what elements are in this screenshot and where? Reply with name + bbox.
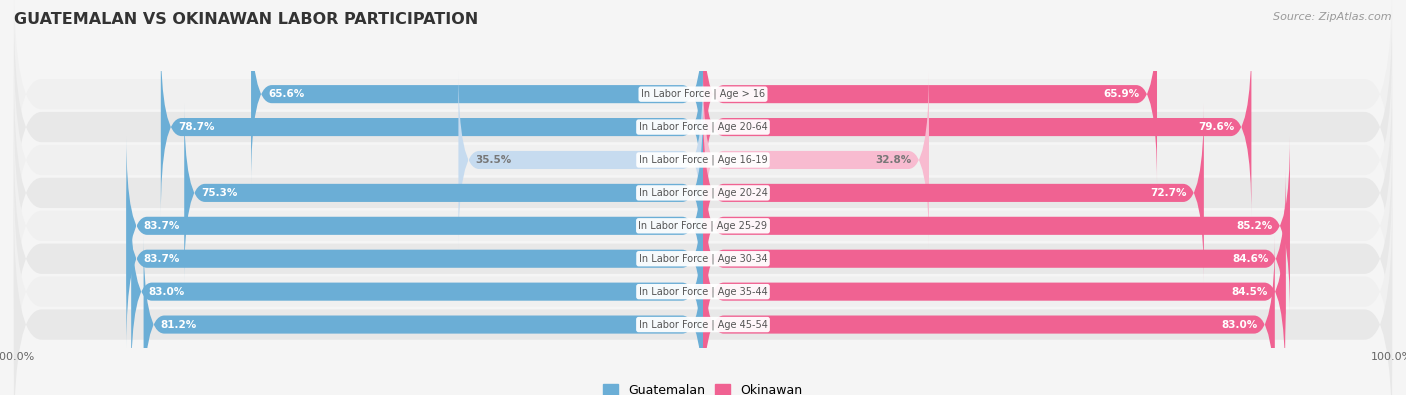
Text: In Labor Force | Age 20-24: In Labor Force | Age 20-24 <box>638 188 768 198</box>
Text: 72.7%: 72.7% <box>1150 188 1187 198</box>
FancyBboxPatch shape <box>703 70 929 250</box>
FancyBboxPatch shape <box>14 109 1392 342</box>
Text: 65.9%: 65.9% <box>1104 89 1140 99</box>
FancyBboxPatch shape <box>703 103 1204 282</box>
Legend: Guatemalan, Okinawan: Guatemalan, Okinawan <box>599 379 807 395</box>
FancyBboxPatch shape <box>703 169 1286 348</box>
FancyBboxPatch shape <box>14 76 1392 309</box>
Text: 83.0%: 83.0% <box>1222 320 1257 329</box>
FancyBboxPatch shape <box>14 11 1392 244</box>
FancyBboxPatch shape <box>703 235 1275 395</box>
Text: In Labor Force | Age 35-44: In Labor Force | Age 35-44 <box>638 286 768 297</box>
FancyBboxPatch shape <box>127 136 703 316</box>
FancyBboxPatch shape <box>184 103 703 282</box>
Text: 84.5%: 84.5% <box>1232 287 1268 297</box>
FancyBboxPatch shape <box>703 136 1289 316</box>
Text: 85.2%: 85.2% <box>1236 221 1272 231</box>
Text: In Labor Force | Age 25-29: In Labor Force | Age 25-29 <box>638 220 768 231</box>
Text: 79.6%: 79.6% <box>1198 122 1234 132</box>
FancyBboxPatch shape <box>14 0 1392 211</box>
Text: In Labor Force | Age 30-34: In Labor Force | Age 30-34 <box>638 254 768 264</box>
Text: 81.2%: 81.2% <box>160 320 197 329</box>
FancyBboxPatch shape <box>160 38 703 217</box>
Text: 65.6%: 65.6% <box>269 89 305 99</box>
Text: 84.6%: 84.6% <box>1232 254 1268 264</box>
Text: 32.8%: 32.8% <box>876 155 911 165</box>
FancyBboxPatch shape <box>703 38 1251 217</box>
FancyBboxPatch shape <box>14 142 1392 375</box>
Text: In Labor Force | Age 20-64: In Labor Force | Age 20-64 <box>638 122 768 132</box>
FancyBboxPatch shape <box>14 175 1392 395</box>
Text: 83.0%: 83.0% <box>149 287 184 297</box>
FancyBboxPatch shape <box>127 169 703 348</box>
FancyBboxPatch shape <box>143 235 703 395</box>
FancyBboxPatch shape <box>703 202 1285 381</box>
Text: Source: ZipAtlas.com: Source: ZipAtlas.com <box>1274 12 1392 22</box>
Text: 83.7%: 83.7% <box>143 254 180 264</box>
Text: 83.7%: 83.7% <box>143 221 180 231</box>
Text: 78.7%: 78.7% <box>179 122 215 132</box>
FancyBboxPatch shape <box>458 70 703 250</box>
FancyBboxPatch shape <box>131 202 703 381</box>
FancyBboxPatch shape <box>14 208 1392 395</box>
Text: In Labor Force | Age 45-54: In Labor Force | Age 45-54 <box>638 319 768 330</box>
Text: GUATEMALAN VS OKINAWAN LABOR PARTICIPATION: GUATEMALAN VS OKINAWAN LABOR PARTICIPATI… <box>14 12 478 27</box>
Text: 35.5%: 35.5% <box>475 155 512 165</box>
FancyBboxPatch shape <box>252 4 703 184</box>
Text: 75.3%: 75.3% <box>201 188 238 198</box>
Text: In Labor Force | Age 16-19: In Labor Force | Age 16-19 <box>638 155 768 165</box>
Text: In Labor Force | Age > 16: In Labor Force | Age > 16 <box>641 89 765 100</box>
FancyBboxPatch shape <box>14 43 1392 276</box>
FancyBboxPatch shape <box>703 4 1157 184</box>
